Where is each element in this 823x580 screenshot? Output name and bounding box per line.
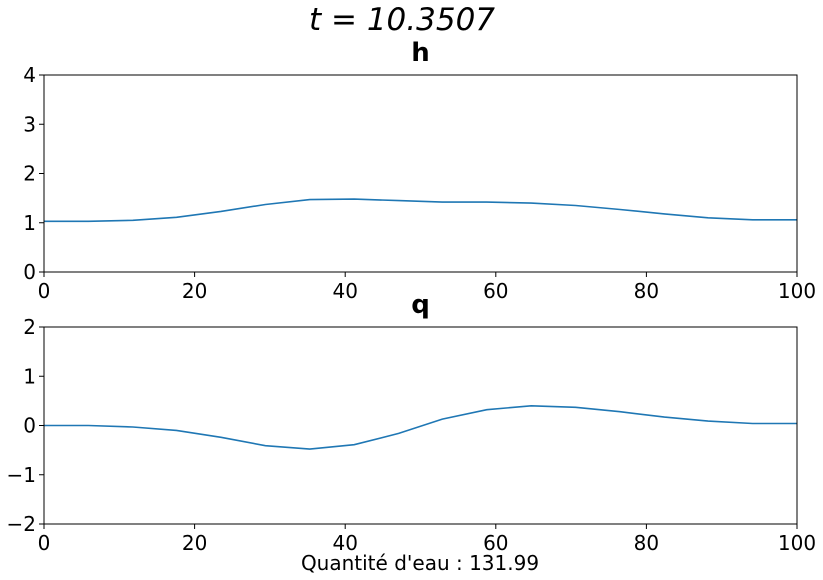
y-tick-label: −1 bbox=[7, 463, 36, 487]
x-tick-label: 0 bbox=[38, 531, 51, 555]
figure-suptitle: t = 10.3507 bbox=[309, 2, 495, 38]
x-tick-label: 20 bbox=[182, 279, 207, 303]
plot-title-h: h bbox=[411, 38, 430, 68]
y-tick-label: 4 bbox=[23, 63, 36, 87]
plot-title-q: q bbox=[411, 290, 430, 320]
x-tick-label: 80 bbox=[634, 531, 659, 555]
series-line-h bbox=[44, 198, 797, 223]
x-tick-label: 60 bbox=[483, 279, 508, 303]
plot-h: h 0 20 40 60 80 100 0 1 2 3 4 bbox=[23, 38, 816, 303]
water-quantity-label: Quantité d'eau : 131.99 bbox=[301, 551, 539, 575]
x-tick-label: 20 bbox=[182, 531, 207, 555]
x-tick-label: 40 bbox=[332, 531, 357, 555]
x-tick-label: 40 bbox=[332, 279, 357, 303]
y-tick-label: 1 bbox=[23, 211, 36, 235]
x-tick-label: 80 bbox=[634, 279, 659, 303]
y-tick-label: 1 bbox=[23, 364, 36, 388]
y-tick-label: 3 bbox=[23, 112, 36, 136]
x-tick-label: 100 bbox=[778, 279, 816, 303]
y-tick-label: 0 bbox=[23, 414, 36, 438]
series-line-q bbox=[44, 404, 797, 450]
y-tick-label: 2 bbox=[23, 315, 36, 339]
x-tick-label: 0 bbox=[38, 279, 51, 303]
plot-q: q 0 20 40 60 80 100 −2 −1 0 1 2 bbox=[7, 290, 817, 555]
y-tick-label: 2 bbox=[23, 162, 36, 186]
x-tick-label: 100 bbox=[778, 531, 816, 555]
y-tick-label: 0 bbox=[23, 260, 36, 284]
axes-frame-h bbox=[43, 74, 798, 273]
y-tick-label: −2 bbox=[7, 512, 36, 536]
x-tick-label: 60 bbox=[483, 531, 508, 555]
